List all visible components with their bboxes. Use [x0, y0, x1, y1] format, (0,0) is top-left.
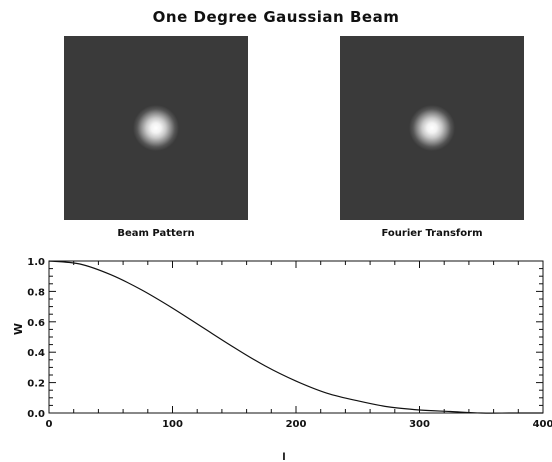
x-axis-label: l: [282, 452, 285, 462]
axes: 0 100 200 300 400 0.0 0.2 0.4 0.6 0.8 1.0: [27, 257, 552, 430]
y-tick-label: 0.2: [27, 379, 45, 390]
y-tick-label: 1.0: [27, 257, 45, 268]
y-tick-label: 0.0: [27, 409, 45, 420]
beam-pattern-caption: Beam Pattern: [117, 228, 195, 239]
y-axis-label: W: [12, 323, 25, 335]
beam-pattern-image: [64, 36, 248, 220]
x-tick-label: 100: [162, 419, 183, 430]
page-title: One Degree Gaussian Beam: [152, 8, 400, 26]
beam-window-chart: 0 100 200 300 400 0.0 0.2 0.4 0.6 0.8 1.0 l W: [12, 257, 552, 462]
beam-spot: [64, 36, 248, 220]
x-tick-label: 0: [46, 419, 53, 430]
y-tick-label: 0.8: [27, 287, 45, 298]
y-tick-label: 0.6: [27, 318, 45, 329]
y-tick-label: 0.4: [27, 348, 45, 359]
fourier-transform-image: [340, 36, 524, 220]
fourier-transform-caption: Fourier Transform: [381, 228, 483, 239]
plot-frame: [48, 260, 544, 414]
fourier-spot: [340, 36, 524, 220]
window-curve: [48, 260, 543, 414]
x-tick-label: 300: [409, 419, 430, 430]
x-tick-label: 200: [286, 419, 307, 430]
x-tick-label: 400: [533, 419, 552, 430]
